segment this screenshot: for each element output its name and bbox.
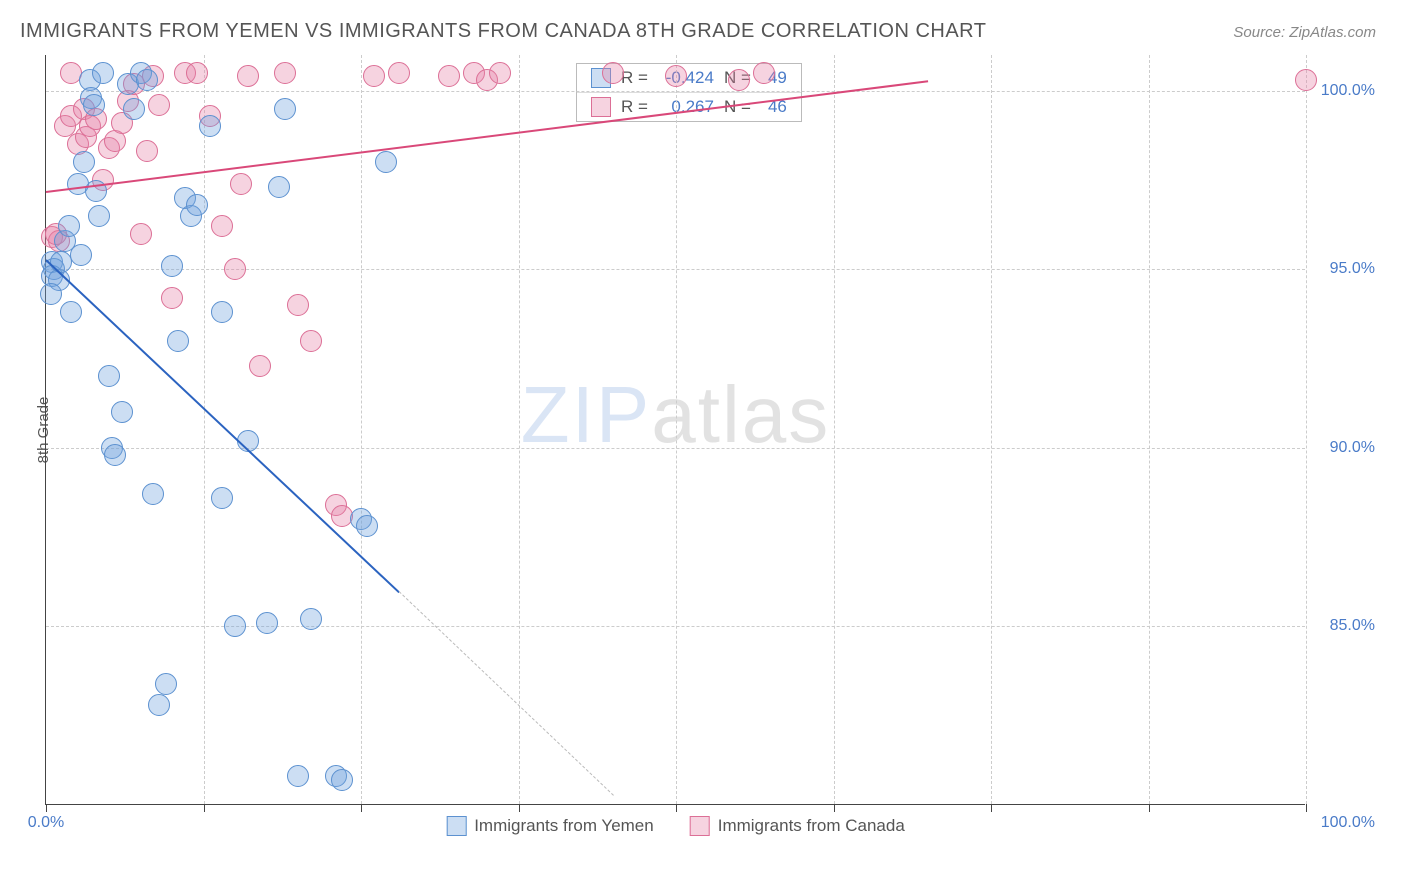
scatter-point-yemen xyxy=(155,673,177,695)
scatter-point-yemen xyxy=(83,94,105,116)
scatter-point-canada xyxy=(161,287,183,309)
ytick-label: 85.0% xyxy=(1330,617,1375,635)
scatter-point-yemen xyxy=(256,612,278,634)
scatter-point-yemen xyxy=(224,615,246,637)
scatter-point-yemen xyxy=(98,365,120,387)
gridline-v xyxy=(1149,55,1150,804)
scatter-point-yemen xyxy=(211,487,233,509)
scatter-point-canada xyxy=(363,65,385,87)
watermark-atlas: atlas xyxy=(651,370,830,459)
legend: Immigrants from Yemen Immigrants from Ca… xyxy=(446,816,905,836)
tick-bottom xyxy=(519,804,520,812)
ytick-label: 95.0% xyxy=(1330,260,1375,278)
scatter-point-yemen xyxy=(274,98,296,120)
scatter-point-canada xyxy=(230,173,252,195)
legend-swatch-canada xyxy=(690,816,710,836)
scatter-point-yemen xyxy=(73,151,95,173)
stats-row-canada: R = 0.267 N = 46 xyxy=(577,92,801,121)
scatter-point-yemen xyxy=(199,115,221,137)
tick-bottom xyxy=(46,804,47,812)
scatter-point-canada xyxy=(136,140,158,162)
tick-bottom xyxy=(991,804,992,812)
scatter-point-yemen xyxy=(167,330,189,352)
scatter-point-yemen xyxy=(211,301,233,323)
tick-bottom xyxy=(1149,804,1150,812)
scatter-point-yemen xyxy=(300,608,322,630)
gridline-v xyxy=(204,55,205,804)
gridline-v xyxy=(676,55,677,804)
trend-line-yemen-dash xyxy=(398,591,613,795)
tick-bottom xyxy=(204,804,205,812)
scatter-point-canada xyxy=(388,62,410,84)
scatter-point-canada xyxy=(224,258,246,280)
r-label-canada: R = xyxy=(621,97,648,117)
scatter-point-canada xyxy=(237,65,259,87)
tick-bottom xyxy=(676,804,677,812)
gridline-v xyxy=(991,55,992,804)
scatter-point-canada xyxy=(602,62,624,84)
watermark-zip: ZIP xyxy=(521,370,651,459)
tick-bottom xyxy=(834,804,835,812)
scatter-point-canada xyxy=(186,62,208,84)
scatter-point-canada xyxy=(438,65,460,87)
scatter-point-yemen xyxy=(104,444,126,466)
scatter-point-canada xyxy=(148,94,170,116)
scatter-point-yemen xyxy=(287,765,309,787)
scatter-point-canada xyxy=(753,62,775,84)
scatter-point-yemen xyxy=(70,244,92,266)
xtick-label: 0.0% xyxy=(28,814,64,832)
gridline-v xyxy=(834,55,835,804)
scatter-point-yemen xyxy=(186,194,208,216)
legend-swatch-yemen xyxy=(446,816,466,836)
scatter-point-canada xyxy=(274,62,296,84)
trend-line-canada xyxy=(46,80,928,193)
legend-label-yemen: Immigrants from Yemen xyxy=(474,816,654,836)
scatter-point-yemen xyxy=(136,69,158,91)
chart-container: 8th Grade ZIPatlas R = -0.424 N = 49 R =… xyxy=(45,55,1375,805)
plot-area: ZIPatlas R = -0.424 N = 49 R = 0.267 N =… xyxy=(45,55,1305,805)
gridline-v xyxy=(1306,55,1307,804)
scatter-point-canada xyxy=(728,69,750,91)
source-label: Source: xyxy=(1233,24,1285,41)
scatter-point-yemen xyxy=(60,301,82,323)
legend-item-canada: Immigrants from Canada xyxy=(690,816,905,836)
scatter-point-yemen xyxy=(40,283,62,305)
scatter-point-yemen xyxy=(161,255,183,277)
scatter-point-canada xyxy=(1295,69,1317,91)
scatter-point-canada xyxy=(287,294,309,316)
scatter-point-yemen xyxy=(142,483,164,505)
tick-bottom xyxy=(361,804,362,812)
scatter-point-canada xyxy=(665,65,687,87)
ytick-label: 90.0% xyxy=(1330,439,1375,457)
scatter-point-yemen xyxy=(88,205,110,227)
source-attribution: Source: ZipAtlas.com xyxy=(1233,24,1376,41)
legend-item-yemen: Immigrants from Yemen xyxy=(446,816,654,836)
scatter-point-canada xyxy=(489,62,511,84)
xtick-label: 100.0% xyxy=(1321,814,1375,832)
scatter-point-canada xyxy=(249,355,271,377)
scatter-point-yemen xyxy=(148,694,170,716)
scatter-point-canada xyxy=(211,215,233,237)
swatch-canada xyxy=(591,97,611,117)
scatter-point-yemen xyxy=(111,401,133,423)
scatter-point-yemen xyxy=(50,251,72,273)
gridline-v xyxy=(361,55,362,804)
tick-bottom xyxy=(1306,804,1307,812)
scatter-point-yemen xyxy=(268,176,290,198)
scatter-point-canada xyxy=(300,330,322,352)
source-name: ZipAtlas.com xyxy=(1289,24,1376,41)
scatter-point-yemen xyxy=(123,98,145,120)
scatter-point-yemen xyxy=(356,515,378,537)
r-label-yemen: R = xyxy=(621,68,648,88)
scatter-point-canada xyxy=(130,223,152,245)
scatter-point-yemen xyxy=(375,151,397,173)
scatter-point-yemen xyxy=(58,215,80,237)
chart-title: IMMIGRANTS FROM YEMEN VS IMMIGRANTS FROM… xyxy=(20,20,986,43)
gridline-v xyxy=(519,55,520,804)
scatter-point-yemen xyxy=(331,769,353,791)
scatter-point-yemen xyxy=(92,62,114,84)
legend-label-canada: Immigrants from Canada xyxy=(718,816,905,836)
ytick-label: 100.0% xyxy=(1321,82,1375,100)
